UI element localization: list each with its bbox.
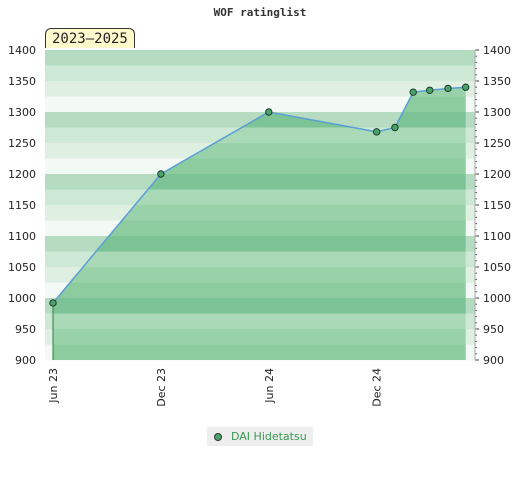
x-tick-label: Jun 23 (47, 368, 60, 404)
area-band (53, 205, 466, 221)
y-tick-label-right: 1350 (483, 75, 511, 88)
data-point (372, 128, 381, 136)
y-tick-label-right: 1150 (483, 199, 511, 212)
y-tick-label-left: 900 (15, 354, 36, 367)
y-tick-label-left: 1250 (8, 137, 36, 150)
background-band (45, 96, 475, 113)
y-tick-label-right: 1100 (483, 230, 511, 243)
y-tick-label-right: 1250 (483, 137, 511, 150)
area-band (53, 329, 466, 345)
background-band (45, 81, 475, 97)
y-tick-label-left: 1150 (8, 199, 36, 212)
y-tick-label-right: 1200 (483, 168, 511, 181)
area-band (53, 220, 466, 237)
y-tick-label-left: 1350 (8, 75, 36, 88)
background-band (45, 65, 475, 82)
data-point (444, 84, 452, 93)
data-point (391, 123, 399, 132)
data-point (265, 108, 273, 116)
legend-marker (214, 432, 222, 441)
y-tick-label-right: 1300 (483, 106, 511, 119)
x-tick-label: Dec 23 (155, 368, 168, 407)
background-band (45, 50, 475, 66)
data-point (157, 170, 165, 178)
area-band (53, 282, 466, 299)
area-band (53, 298, 466, 314)
period-badge: 2023–2025 (45, 28, 135, 48)
data-point (49, 299, 57, 307)
y-tick-label-right: 900 (483, 354, 504, 367)
y-tick-label-left: 1400 (8, 44, 36, 57)
area-band (53, 267, 466, 283)
area-band (53, 251, 466, 268)
y-tick-label-left: 1100 (8, 230, 36, 243)
y-tick-label-right: 950 (483, 323, 504, 336)
data-point (426, 86, 434, 95)
y-tick-label-right: 1000 (483, 292, 511, 305)
area-band (53, 313, 466, 330)
area-band (53, 236, 466, 252)
area-band (53, 344, 466, 360)
chart-title: WOF ratinglist (213, 6, 307, 19)
y-tick-label-left: 1000 (8, 292, 36, 305)
x-tick-label: Jun 24 (263, 368, 276, 404)
y-tick-label-left: 1300 (8, 106, 36, 119)
data-point (409, 88, 417, 96)
legend-series-label: DAI Hidetatsu (231, 430, 307, 443)
y-tick-label-left: 1200 (8, 168, 36, 181)
legend[interactable]: DAI Hidetatsu (207, 427, 313, 446)
data-point (461, 83, 470, 91)
area-band (53, 189, 466, 206)
y-tick-label-left: 1050 (8, 261, 36, 274)
y-tick-label-left: 950 (15, 323, 36, 336)
x-tick-label: Dec 24 (371, 368, 384, 407)
y-tick-label-right: 1050 (483, 261, 511, 274)
y-tick-label-right: 1400 (483, 44, 511, 57)
